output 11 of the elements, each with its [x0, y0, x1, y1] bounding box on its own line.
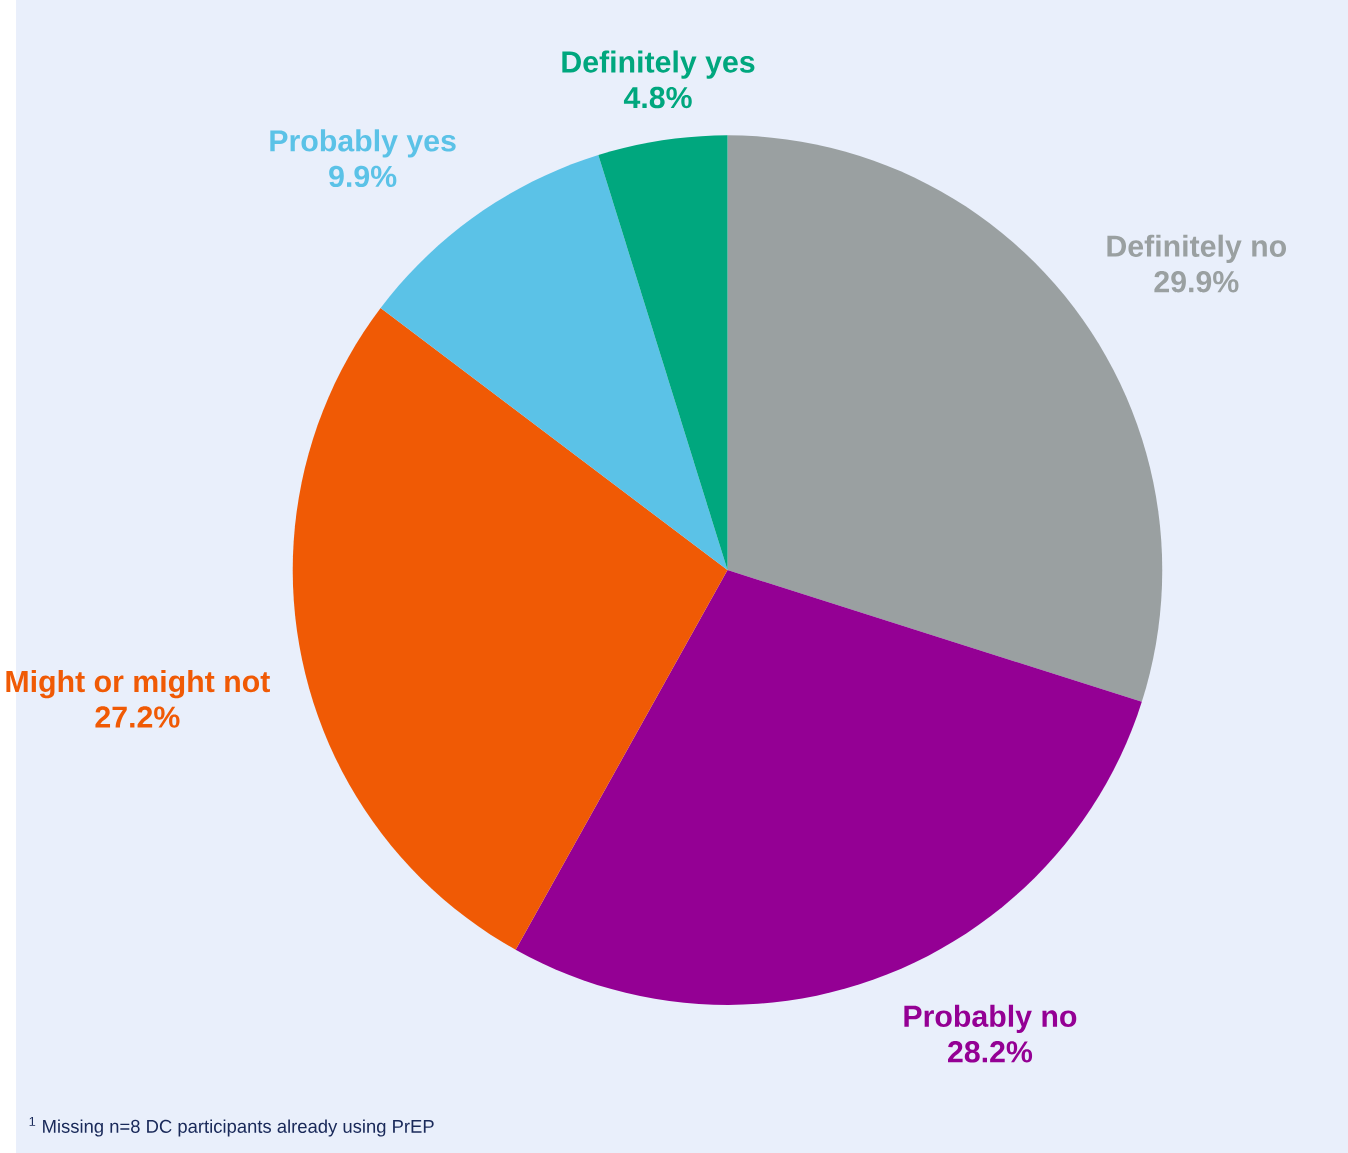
text: $^{1}$ Missing n=8 DC participants already using PrEP [29, 1116, 434, 1137]
slice-label: Definitely yes [562, 50, 755, 79]
data-label: 27.2% [95, 706, 180, 728]
slice-label: Probably yes [270, 129, 456, 158]
slice-label: Probably no [904, 1004, 1077, 1033]
slice-label: Might or might not [6, 669, 270, 699]
data-label: 9.9% [329, 165, 397, 188]
data-label: 29.9% [1154, 270, 1239, 293]
slice-label: Definitely no [1107, 234, 1287, 263]
data-label: 4.8% [623, 86, 692, 109]
data-label: 28.2% [948, 1041, 1033, 1063]
